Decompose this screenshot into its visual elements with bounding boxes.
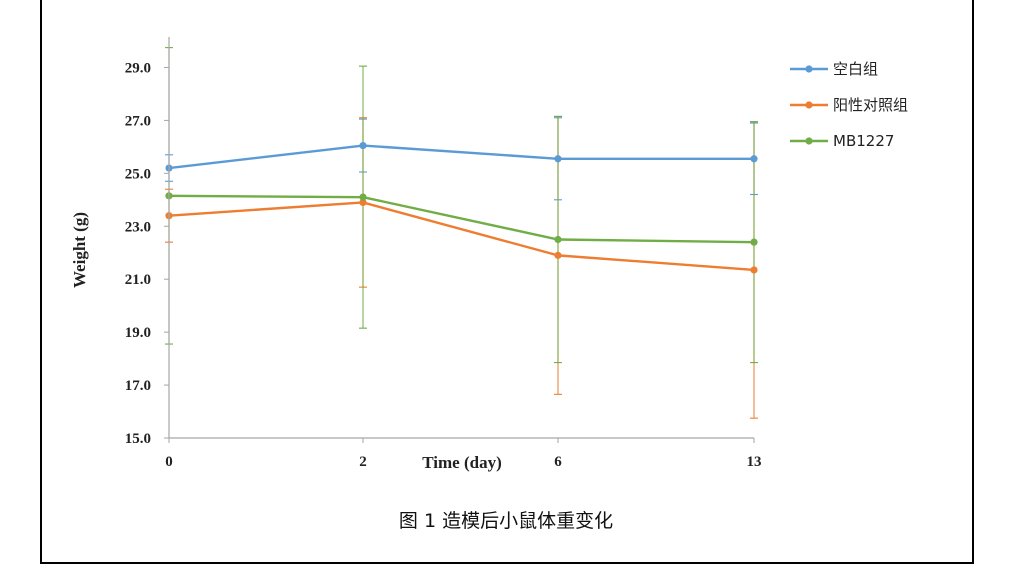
- series-1-point: [750, 155, 758, 163]
- x-tick-label: 0: [165, 454, 173, 470]
- series-2-point: [750, 266, 758, 274]
- y-tick-label: 15.0: [125, 431, 151, 447]
- series-1-point: [554, 155, 562, 163]
- series-lines: [168, 144, 755, 272]
- x-tick-label: 6: [554, 454, 562, 470]
- legend-item-1-swatch-marker: [805, 65, 813, 73]
- legend-item-3-swatch-marker: [805, 137, 813, 145]
- y-tick-label: 27.0: [125, 113, 151, 129]
- x-tick-label: 13: [747, 454, 762, 470]
- legend-item-2-label: 阳性对照组: [833, 96, 908, 114]
- series-points: [165, 141, 758, 274]
- axes: [168, 37, 754, 439]
- y-axis-title: Weight (g): [70, 212, 89, 288]
- series-2-line: [168, 201, 755, 272]
- series-3-point: [359, 193, 367, 201]
- figure-frame: 15.0 17.0 19.0 21.0 23.0 25.0 27.0 29.0 0 2 6 13 W…: [40, 0, 974, 564]
- weight-line-chart: 15.0 17.0 19.0 21.0 23.0 25.0 27.0 29.0 0 2 6 13 W…: [70, 37, 908, 532]
- error-bars: [165, 47, 758, 419]
- series-1-point: [359, 141, 367, 150]
- x-axis-title: Time (day): [422, 453, 502, 472]
- y-tick-label: 21.0: [125, 272, 151, 288]
- series-1-line: [168, 144, 754, 170]
- series-2-point: [359, 198, 367, 207]
- series-3-point: [750, 238, 758, 246]
- series-2-point: [554, 251, 562, 259]
- figure-caption: 图 1 造模后小鼠体重变化: [399, 510, 613, 532]
- legend-item-2-swatch-marker: [805, 101, 813, 109]
- y-tick-label: 19.0: [125, 325, 151, 341]
- legend-item-3-label: MB1227: [833, 132, 894, 150]
- series-3-line: [168, 194, 755, 244]
- y-tick-label: 25.0: [125, 166, 151, 182]
- y-tick-label: 29.0: [125, 60, 151, 76]
- legend-item-1-label: 空白组: [833, 60, 878, 78]
- y-tick-label: 17.0: [125, 378, 151, 394]
- y-tick-label: 23.0: [125, 219, 151, 235]
- series-3-point: [554, 235, 562, 244]
- x-tick-labels: 0 2 6 13: [165, 438, 762, 470]
- y-tick-labels: 15.0 17.0 19.0 21.0 23.0 25.0 27.0 29.0: [125, 60, 169, 447]
- x-tick-label: 2: [359, 454, 367, 470]
